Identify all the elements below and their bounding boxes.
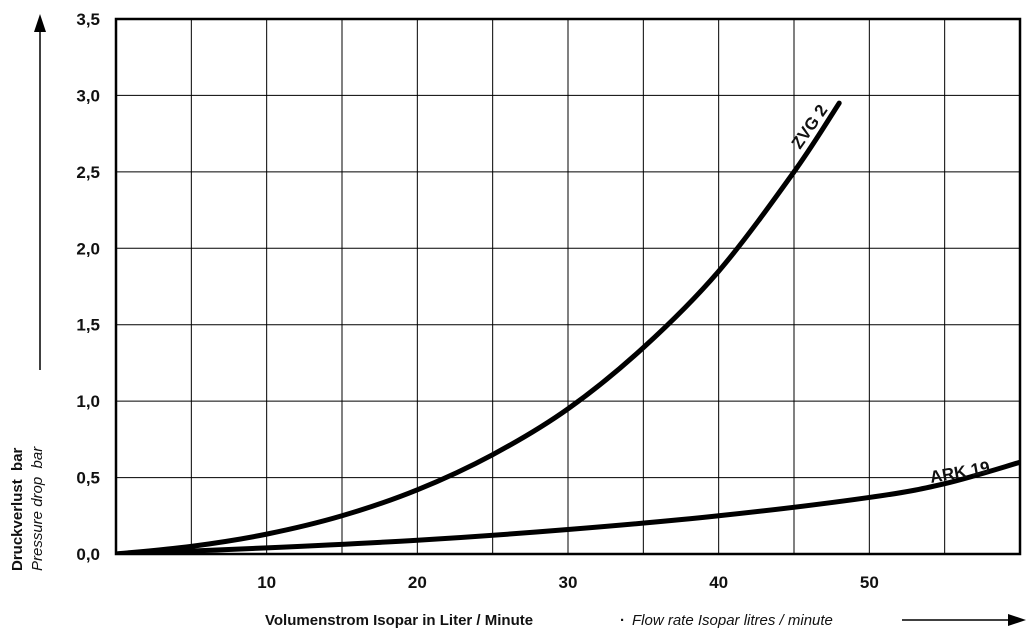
x-tick-label: 50: [860, 573, 879, 592]
x-axis-label-en: Flow rate Isopar litres / minute: [632, 612, 833, 629]
y-tick-labels: 0,0 0,5 1,0 1,5 2,0 2,5 3,0 3,5: [76, 10, 100, 564]
series-line-zvg2: [116, 100, 842, 554]
y-tick-label: 3,0: [76, 86, 100, 105]
y-tick-label: 2,5: [76, 163, 100, 182]
x-axis-label-separator: ·: [620, 612, 625, 629]
y-tick-label: 2,0: [76, 239, 100, 258]
series-layer: [116, 100, 1020, 554]
y-axis-label-en: Pressure drop bar: [29, 446, 46, 571]
series-label-ark19: ARK 19: [928, 458, 991, 487]
y-tick-label: 0,0: [76, 545, 100, 564]
y-tick-label: 1,5: [76, 316, 100, 335]
x-axis-arrow: [902, 614, 1026, 626]
y-axis-label: Druckverlust bar: [9, 447, 26, 571]
grid-lines: [116, 19, 1020, 554]
x-axis-label: Volumenstrom Isopar in Liter / Minute: [265, 612, 533, 629]
plot-frame: [114, 17, 1022, 556]
x-tick-label: 20: [408, 573, 427, 592]
series-line-ark19: [116, 459, 1020, 554]
y-tick-label: 1,0: [76, 392, 100, 411]
y-tick-label: 3,5: [76, 10, 100, 29]
y-tick-label: 0,5: [76, 469, 100, 488]
x-tick-labels: 10 20 30 40 50: [257, 573, 879, 592]
y-axis-arrow: [34, 14, 46, 370]
x-tick-label: 30: [559, 573, 578, 592]
x-tick-label: 10: [257, 573, 276, 592]
x-tick-label: 40: [709, 573, 728, 592]
